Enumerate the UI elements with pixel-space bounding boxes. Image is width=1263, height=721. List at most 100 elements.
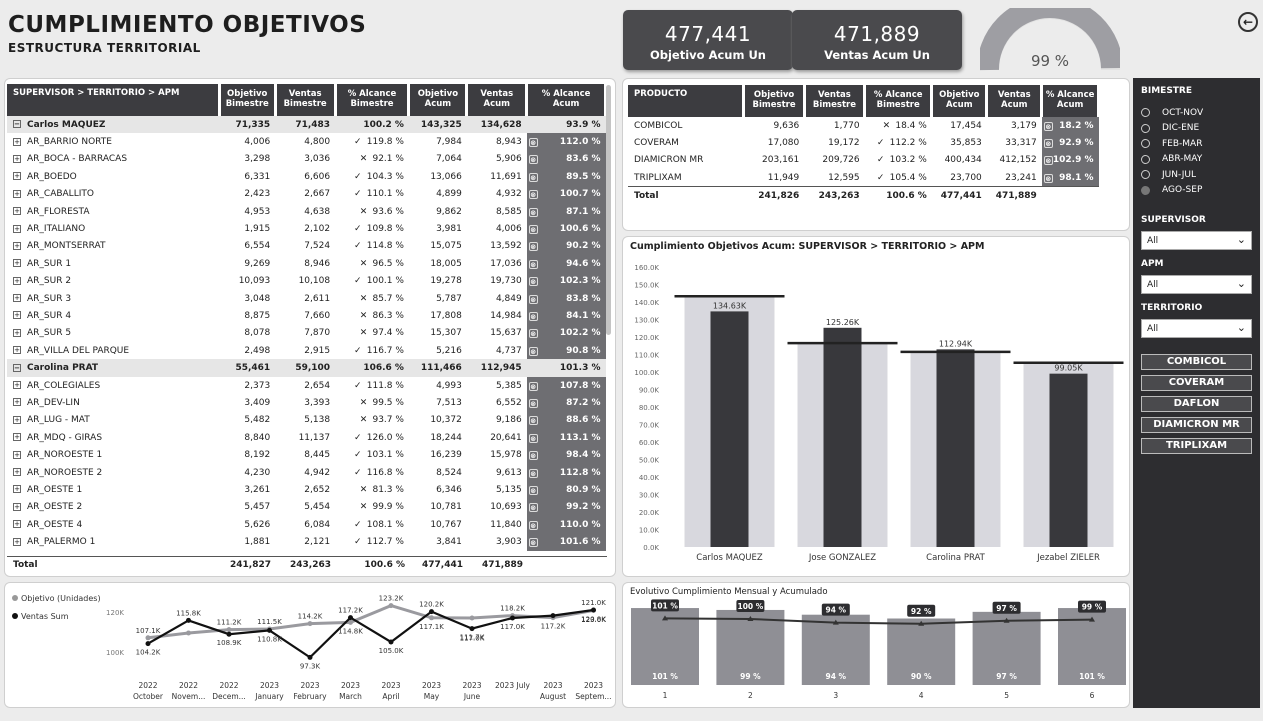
col-header[interactable]: % Alcance Bimestre xyxy=(335,84,411,116)
data-point[interactable] xyxy=(186,630,191,636)
objetivo-line[interactable] xyxy=(147,604,594,640)
product-button[interactable]: DIAMICRON MR xyxy=(1141,417,1252,433)
expand-icon[interactable]: + xyxy=(13,398,21,407)
table-row[interactable]: + AR_NOROESTE 2 4,230 4,942 ✓ 116.8 % 8,524 9,6… xyxy=(7,463,606,482)
data-point[interactable] xyxy=(591,607,596,613)
radio-icon[interactable] xyxy=(1141,123,1150,133)
col-header[interactable]: Ventas Bimestre xyxy=(804,85,867,117)
table-row[interactable]: + AR_OESTE 1 3,261 2,652 ✕ 81.3 % 6,346 5,135 ⊗ 8… xyxy=(7,481,606,499)
radio-icon[interactable] xyxy=(1141,154,1150,164)
expand-icon[interactable]: + xyxy=(13,154,21,163)
data-point[interactable] xyxy=(550,613,556,619)
table-row[interactable]: DIAMICRON MR 203,161 209,726 ✓ 103.2 % 400,43… xyxy=(628,151,1099,170)
data-point[interactable] xyxy=(429,609,434,615)
table-row[interactable]: + AR_DEV-LIN 3,409 3,393 ✕ 99.5 % 7,513 6,552 ⊗ 8… xyxy=(7,394,606,412)
ventas-bar[interactable] xyxy=(823,327,862,547)
expand-icon[interactable]: + xyxy=(13,381,21,390)
evolutivo-bar[interactable] xyxy=(716,609,785,685)
table-row[interactable]: + AR_CABALLITO 2,423 2,667 ✓ 110.1 % 4,899 4,93… xyxy=(7,185,606,203)
expand-icon[interactable]: + xyxy=(13,346,21,355)
collapse-icon[interactable]: − xyxy=(13,363,21,372)
data-point[interactable] xyxy=(226,627,232,633)
expand-icon[interactable]: + xyxy=(13,433,21,442)
table-row[interactable]: + AR_SUR 3 3,048 2,611 ✕ 85.7 % 5,787 4,849 ⊗ 83.… xyxy=(7,289,606,308)
data-point[interactable] xyxy=(226,631,232,637)
col-header[interactable]: % Alcance Acum xyxy=(526,84,607,116)
table-row[interactable]: + AR_COLEGIALES 2,373 2,654 ✓ 111.8 % 4,993 5,3… xyxy=(7,376,606,395)
data-point[interactable] xyxy=(388,639,394,645)
bimestre-option[interactable]: FEB-MAR xyxy=(1133,136,1260,152)
table-row[interactable]: COMBICOL 9,636 1,770 ✕ 18.4 % 17,454 3,179 ⊗ 18.… xyxy=(628,117,1099,135)
col-header[interactable]: Ventas Acum xyxy=(986,85,1044,117)
evolutivo-bar[interactable] xyxy=(887,618,956,686)
ventas-bar[interactable] xyxy=(710,311,749,547)
ventas-bar[interactable] xyxy=(1049,373,1088,547)
data-point[interactable] xyxy=(145,635,151,641)
expand-icon[interactable]: + xyxy=(13,450,21,459)
data-point[interactable] xyxy=(469,615,475,621)
bimestre-option[interactable]: OCT-NOV xyxy=(1133,105,1260,121)
table-scrollbar[interactable] xyxy=(606,85,611,335)
expand-icon[interactable]: + xyxy=(13,520,21,529)
table-row[interactable]: + AR_LUG - MAT 5,482 5,138 ✕ 93.7 % 10,372 9,18… xyxy=(7,411,606,430)
expand-icon[interactable]: + xyxy=(13,294,21,303)
expand-icon[interactable]: + xyxy=(13,537,21,546)
table-row[interactable]: + AR_BOEDO 6,331 6,606 ✓ 104.3 % 13,066 11,691 ⊗… xyxy=(7,168,606,186)
table-row[interactable]: + AR_SUR 1 9,269 8,946 ✕ 96.5 % 18,005 17,036 ⊗ 9… xyxy=(7,255,606,273)
col-header[interactable]: SUPERVISOR > TERRITORIO > APM xyxy=(7,84,221,116)
table-row[interactable]: + AR_MONTSERRAT 6,554 7,524 ✓ 114.8 % 15,075 13… xyxy=(7,237,606,256)
apm-dropdown[interactable]: All ⌄ xyxy=(1141,275,1252,294)
table-row[interactable]: + AR_VILLA DEL PARQUE 2,498 2,915 ✓ 116.7 % 5,… xyxy=(7,342,606,360)
expand-icon[interactable]: + xyxy=(13,189,21,198)
bimestre-option[interactable]: DIC-ENE xyxy=(1133,121,1260,137)
product-button[interactable]: DAFLON xyxy=(1141,396,1252,412)
expand-icon[interactable]: + xyxy=(13,468,21,476)
supervisor-dropdown[interactable]: All ⌄ xyxy=(1141,231,1252,250)
table-row[interactable]: + AR_SUR 2 10,093 10,108 ✓ 100.1 % 19,278 19,73… xyxy=(7,272,606,290)
territorio-dropdown[interactable]: All ⌄ xyxy=(1141,319,1252,338)
col-header[interactable]: Objetivo Acum xyxy=(408,84,469,116)
evolutivo-bar[interactable] xyxy=(631,608,699,685)
expand-icon[interactable]: + xyxy=(13,415,21,424)
col-header[interactable]: Objetivo Acum xyxy=(931,85,989,117)
expand-icon[interactable]: + xyxy=(13,224,21,233)
table-row[interactable]: + AR_SUR 5 8,078 7,870 ✕ 97.4 % 15,307 15,637 ⊗ 1… xyxy=(7,324,606,343)
cumulative-line[interactable] xyxy=(664,617,1093,625)
ventas-bar[interactable] xyxy=(936,349,975,547)
table-row[interactable]: − Carolina PRAT 55,461 59,100 106.6 % 111,466… xyxy=(7,359,606,377)
table-row[interactable]: + AR_PALERMO 1 1,881 2,121 ✓ 112.7 % 3,841 3,90… xyxy=(7,533,606,551)
data-point[interactable] xyxy=(510,615,515,621)
table-row[interactable]: + AR_OESTE 4 5,626 6,084 ✓ 108.1 % 10,767 11,84… xyxy=(7,515,606,534)
expand-icon[interactable]: + xyxy=(13,241,21,250)
bimestre-option[interactable]: JUN-JUL xyxy=(1133,167,1260,183)
data-point[interactable] xyxy=(469,626,475,632)
col-header[interactable]: Ventas Acum xyxy=(466,84,529,116)
expand-icon[interactable]: + xyxy=(13,502,21,511)
table-row[interactable]: + AR_MDQ - GIRAS 8,840 11,137 ✓ 126.0 % 18,244… xyxy=(7,429,606,447)
col-header[interactable]: PRODUCTO xyxy=(628,85,746,117)
data-point[interactable] xyxy=(388,603,394,609)
table-row[interactable]: + AR_FLORESTA 4,953 4,638 ✕ 93.6 % 9,862 8,585 ⊗… xyxy=(7,202,606,221)
table-row[interactable]: + AR_BOCA - BARRACAS 3,298 3,036 ✕ 92.1 % 7,06… xyxy=(7,150,606,169)
col-header[interactable]: Objetivo Bimestre xyxy=(219,84,277,116)
product-button[interactable]: COMBICOL xyxy=(1141,354,1252,370)
evolutivo-bar[interactable] xyxy=(972,611,1041,685)
table-row[interactable]: COVERAM 17,080 19,172 ✓ 112.2 % 35,853 33,317 ⊗… xyxy=(628,134,1099,152)
data-point[interactable] xyxy=(267,627,272,633)
col-header[interactable]: % Alcance Bimestre xyxy=(864,85,934,117)
col-header[interactable]: % Alcance Acum xyxy=(1041,85,1100,117)
table-row[interactable]: + AR_BARRIO NORTE 4,006 4,800 ✓ 119.8 % 7,984 8… xyxy=(7,133,606,151)
expand-icon[interactable]: + xyxy=(13,137,21,146)
col-header[interactable]: Ventas Bimestre xyxy=(275,84,337,116)
table-row[interactable]: + AR_ITALIANO 1,915 2,102 ✓ 109.8 % 3,981 4,006… xyxy=(7,220,606,238)
product-button[interactable]: TRIPLIXAM xyxy=(1141,438,1252,454)
collapse-icon[interactable]: − xyxy=(13,120,21,129)
product-button[interactable]: COVERAM xyxy=(1141,375,1252,391)
bimestre-option[interactable]: ABR-MAY xyxy=(1133,152,1260,168)
table-row[interactable]: + AR_SUR 4 8,875 7,660 ✕ 86.3 % 17,808 14,984 ⊗ 8… xyxy=(7,307,606,325)
table-row[interactable]: + AR_OESTE 2 5,457 5,454 ✕ 99.9 % 10,781 10,693… xyxy=(7,498,606,516)
data-point[interactable] xyxy=(348,615,353,621)
data-point[interactable] xyxy=(429,615,434,621)
expand-icon[interactable]: + xyxy=(13,276,21,285)
expand-icon[interactable]: + xyxy=(13,259,21,268)
